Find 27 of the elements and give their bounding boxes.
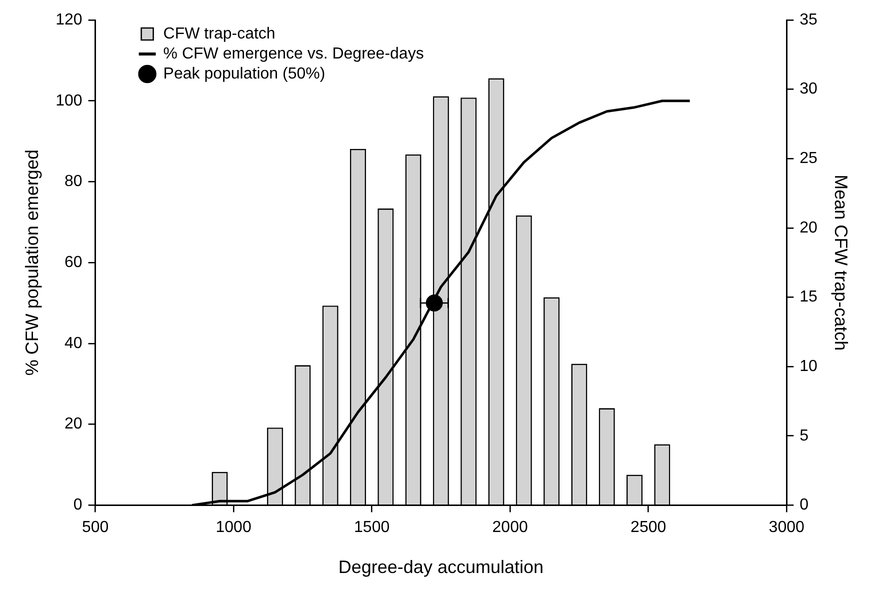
y-tick-label: 40: [64, 334, 82, 352]
y-tick-label: 100: [56, 92, 82, 110]
y2-tick-label: 15: [800, 288, 818, 306]
y2-tick-label: 35: [800, 11, 818, 28]
x-tick-label: 3000: [768, 519, 804, 536]
y2-axis-title: Mean CFW trap-catch: [831, 174, 852, 351]
y2-tick-label: 5: [800, 427, 809, 444]
legend-label: Peak population (50%): [163, 65, 326, 82]
y-axis-title: % CFW population emerged: [22, 150, 42, 376]
y2-tick-label: 10: [800, 358, 818, 375]
x-tick-label: 500: [82, 519, 109, 536]
x-tick-label: 1000: [216, 519, 252, 536]
y-tick-label: 0: [73, 496, 82, 514]
x-tick-label: 1500: [354, 519, 390, 536]
x-tick-label: 2000: [492, 519, 528, 536]
x-axis-title: Degree-day accumulation: [338, 557, 544, 578]
y2-tick-label: 25: [800, 150, 818, 168]
y-tick-label: 120: [56, 11, 82, 28]
legend-label: CFW trap-catch: [163, 25, 276, 42]
y2-tick-label: 30: [800, 80, 818, 98]
y-tick-label: 60: [64, 254, 82, 272]
legend-label: % CFW emergence vs. Degree-days: [163, 45, 424, 62]
y2-tick-label: 20: [800, 219, 818, 236]
x-tick-label: 2500: [630, 519, 666, 536]
y-tick-label: 80: [64, 173, 82, 190]
y-tick-label: 20: [64, 416, 82, 433]
y2-tick-label: 0: [800, 496, 809, 514]
